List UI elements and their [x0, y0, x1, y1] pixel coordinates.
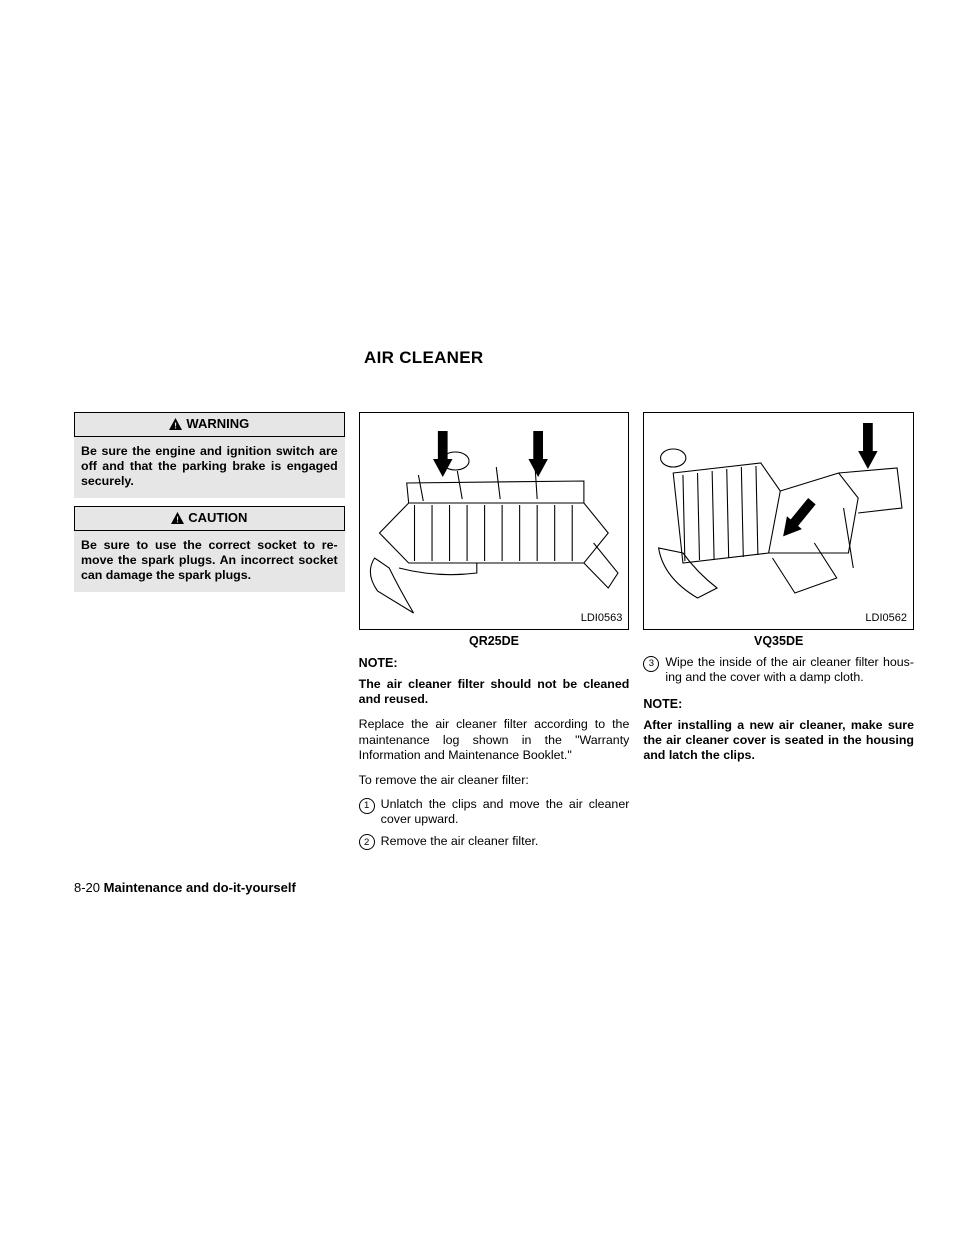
columns: ! WARNING Be sure the engine and ignitio… [74, 412, 914, 856]
svg-text:!: ! [176, 515, 179, 525]
step-item: 3 Wipe the inside of the air cleaner fil… [643, 655, 914, 686]
page-number: 8-20 [74, 880, 100, 895]
figure-vq35de: LDI0562 [643, 412, 914, 630]
step-text: Unlatch the clips and move the air clean… [381, 797, 630, 828]
step-number: 2 [359, 834, 381, 851]
figure-qr25de: LDI0563 [359, 412, 630, 630]
caution-header: ! CAUTION [74, 506, 345, 531]
note-label: NOTE: [359, 655, 630, 671]
note-bold-text: The air cleaner filter should not be cle… [359, 677, 630, 707]
warning-icon: ! [169, 418, 182, 430]
page: AIR CLEANER ! WARNING Be sure the engine… [0, 0, 954, 1235]
step-text: Wipe the inside of the air cleaner filte… [665, 655, 914, 686]
caution-label: CAUTION [188, 510, 247, 527]
figure-id: LDI0563 [581, 611, 623, 625]
step-item: 2 Remove the air cleaner filter. [359, 834, 630, 851]
column-1: ! WARNING Be sure the engine and ignitio… [74, 412, 345, 856]
paragraph: To remove the air cleaner filter: [359, 773, 630, 788]
footer-title: Maintenance and do-it-yourself [104, 880, 296, 895]
caution-body: Be sure to use the correct socket to re­… [74, 531, 345, 592]
step-number: 1 [359, 797, 381, 828]
note-bold-text: After installing a new air cleaner, make… [643, 718, 914, 763]
column-3: LDI0562 VQ35DE 3 Wipe the inside of the … [643, 412, 914, 856]
column-2: LDI0563 QR25DE NOTE: The air cleaner fil… [359, 412, 630, 856]
content-area: AIR CLEANER ! WARNING Be sure the engine… [74, 348, 914, 856]
figure-id: LDI0562 [865, 611, 907, 625]
warning-header: ! WARNING [74, 412, 345, 437]
figure-caption: QR25DE [359, 633, 630, 649]
section-title: AIR CLEANER [364, 348, 914, 368]
step-list: 3 Wipe the inside of the air cleaner fil… [643, 655, 914, 686]
step-item: 1 Unlatch the clips and move the air cle… [359, 797, 630, 828]
svg-text:!: ! [174, 421, 177, 431]
warning-label: WARNING [186, 416, 249, 433]
figure-illustration [360, 413, 629, 629]
warning-icon: ! [171, 512, 184, 524]
warning-body: Be sure the engine and ignition switch a… [74, 437, 345, 498]
page-footer: 8-20 Maintenance and do-it-yourself [74, 880, 296, 895]
step-number: 3 [643, 655, 665, 686]
step-list: 1 Unlatch the clips and move the air cle… [359, 797, 630, 851]
figure-caption: VQ35DE [643, 633, 914, 649]
note-label: NOTE: [643, 696, 914, 712]
paragraph: Replace the air cleaner filter according… [359, 717, 630, 763]
step-text: Remove the air cleaner filter. [381, 834, 630, 851]
figure-illustration [644, 413, 913, 629]
